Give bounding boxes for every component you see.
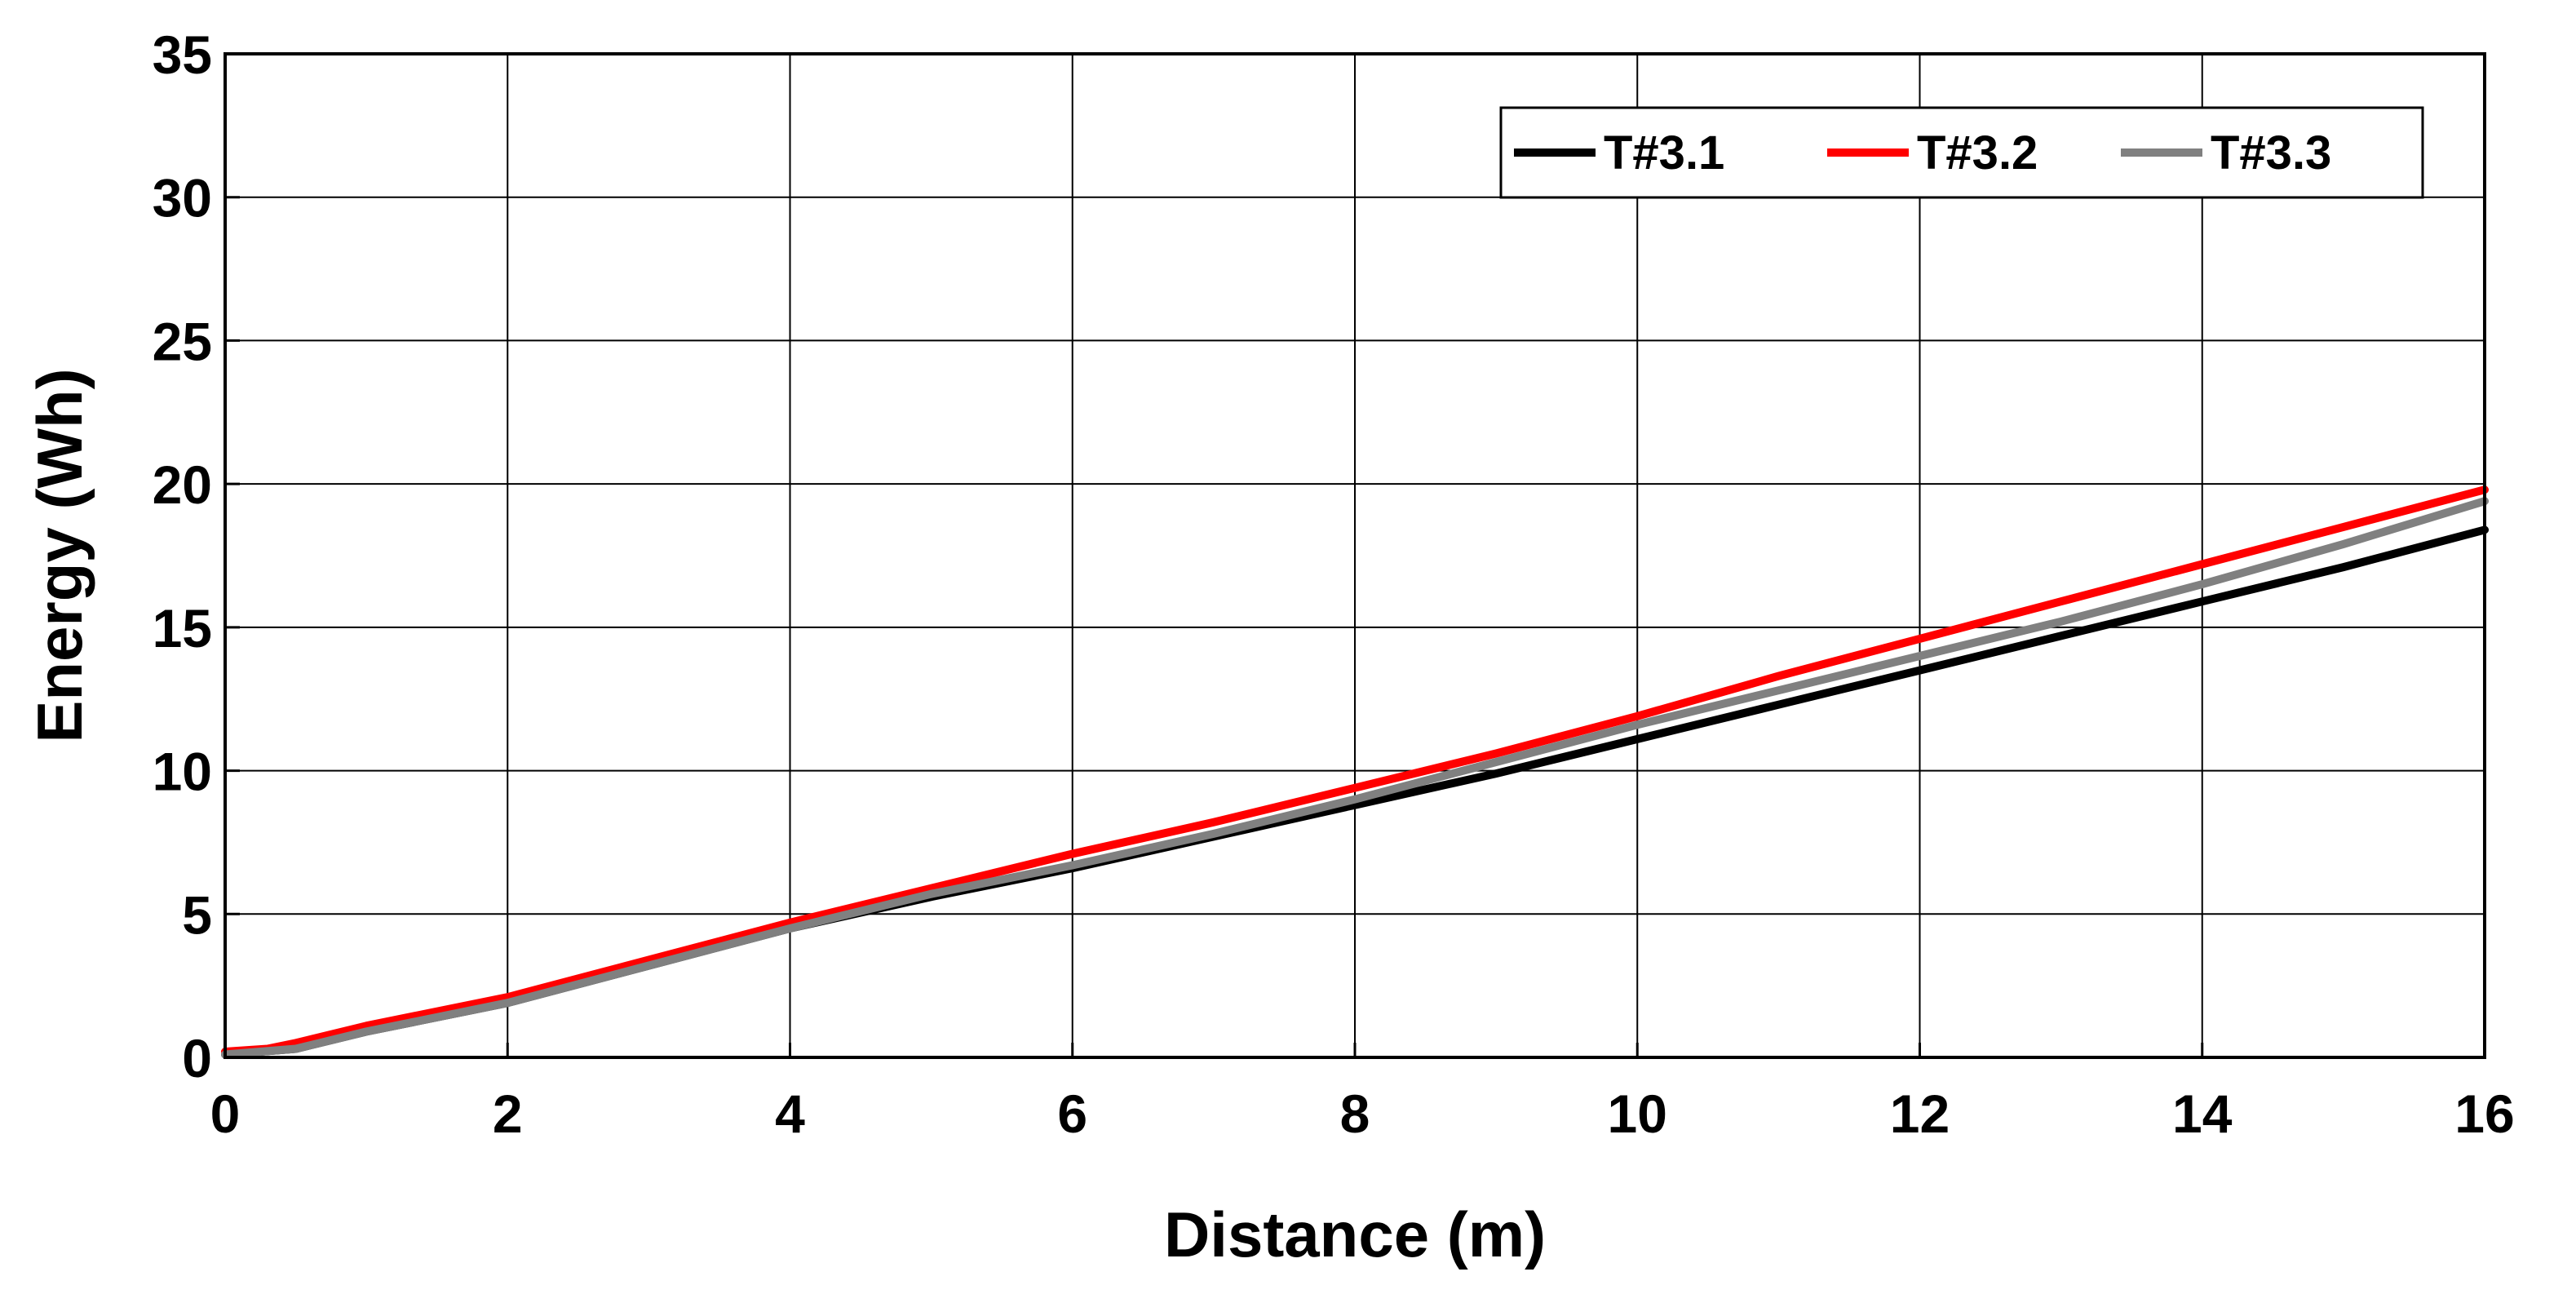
y-tick-label: 10 (153, 742, 212, 802)
x-tick-label: 6 (1057, 1084, 1087, 1144)
y-tick-label: 35 (153, 24, 212, 85)
y-tick-label: 0 (182, 1028, 212, 1088)
x-tick-label: 12 (1890, 1084, 1950, 1144)
y-tick-label: 30 (153, 168, 212, 228)
x-tick-label: 10 (1608, 1084, 1667, 1144)
series-line-3 (221, 497, 2489, 1059)
legend-label-2: T#3.2 (1917, 126, 2038, 179)
legend-label-1: T#3.1 (1604, 126, 1724, 179)
x-tick-label: 4 (775, 1084, 805, 1144)
legend-box (1499, 106, 2424, 199)
y-tick-label: 20 (153, 454, 212, 515)
series-lines (221, 485, 2489, 1059)
x-tick-label: 16 (2454, 1084, 2514, 1144)
y-axis-label: Energy (Wh) (24, 368, 95, 742)
x-axis-label: Distance (m) (1164, 1199, 1546, 1270)
y-tick-label: 25 (153, 311, 212, 371)
x-tick-label: 2 (493, 1084, 523, 1144)
y-tick-label: 15 (153, 598, 212, 658)
legend: T#3.1 T#3.2 T#3.3 (1499, 106, 2424, 199)
series-line-2 (221, 485, 2489, 1056)
x-tick-label: 8 (1340, 1084, 1370, 1144)
y-tick-label: 5 (182, 884, 212, 945)
legend-label-3: T#3.3 (2211, 126, 2331, 179)
x-tick-label: 14 (2172, 1084, 2233, 1144)
axis-ticks: 0 2 4 6 8 10 12 14 16 0 5 10 15 20 25 30 35 (153, 24, 2515, 1144)
x-tick-label: 0 (210, 1084, 241, 1144)
